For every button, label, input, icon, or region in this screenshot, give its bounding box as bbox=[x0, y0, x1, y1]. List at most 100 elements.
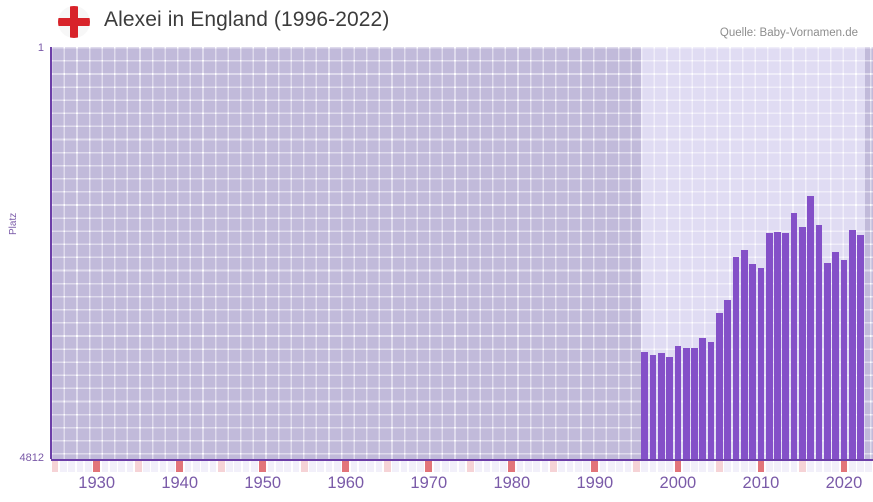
x-axis-tick-mark bbox=[242, 461, 250, 472]
x-axis-tick-mark bbox=[649, 461, 657, 472]
x-axis-tick-mark bbox=[599, 461, 607, 472]
x-axis-tick-label: 1940 bbox=[161, 474, 199, 492]
x-axis-tick-mark bbox=[375, 461, 383, 472]
chart-bar bbox=[699, 338, 707, 459]
x-axis-tick-mark bbox=[525, 461, 532, 472]
x-axis-tick-mark bbox=[425, 461, 433, 472]
x-axis-tick-mark bbox=[168, 461, 175, 472]
chart-bar bbox=[799, 226, 806, 459]
chart-bar bbox=[691, 348, 698, 459]
x-axis-tick-mark bbox=[765, 461, 773, 472]
x-axis-tick-mark bbox=[85, 461, 92, 472]
x-axis-tick-mark bbox=[458, 461, 466, 472]
chart-bar bbox=[782, 232, 790, 459]
x-axis-tick-mark bbox=[309, 461, 316, 472]
x-axis-tick-mark bbox=[101, 461, 109, 472]
x-axis-tick-mark bbox=[159, 461, 167, 472]
x-axis-tick-mark bbox=[392, 461, 399, 472]
x-axis-tick-strip bbox=[51, 461, 873, 472]
x-axis-tick-label: 2020 bbox=[825, 474, 863, 492]
x-axis-tick-mark bbox=[201, 461, 208, 472]
x-axis-tick-mark bbox=[300, 461, 308, 472]
y-axis-line bbox=[50, 47, 52, 459]
x-axis-tick-mark bbox=[865, 461, 873, 472]
x-axis-tick-mark bbox=[192, 461, 200, 472]
x-axis-line bbox=[51, 459, 873, 461]
x-axis-tick-label: 2000 bbox=[659, 474, 697, 492]
x-axis-tick-mark bbox=[442, 461, 449, 472]
x-axis-tick-mark bbox=[251, 461, 258, 472]
x-axis-tick-mark bbox=[118, 461, 125, 472]
chart-bar bbox=[765, 233, 773, 459]
x-axis-tick-mark bbox=[51, 461, 59, 472]
chart-bar bbox=[823, 262, 831, 459]
x-axis-tick-mark bbox=[450, 461, 458, 472]
x-axis-tick-mark bbox=[823, 461, 831, 472]
chart-bar bbox=[848, 229, 856, 459]
x-axis-tick-mark bbox=[724, 461, 732, 472]
x-axis-tick-mark bbox=[400, 461, 408, 472]
x-axis-tick-mark bbox=[633, 461, 640, 472]
chart-header: Alexei in England (1996-2022) Quelle: Ba… bbox=[0, 0, 873, 44]
x-axis-tick-mark bbox=[691, 461, 698, 472]
x-axis-tick-mark bbox=[317, 461, 325, 472]
x-axis-tick-mark bbox=[226, 461, 233, 472]
x-axis-tick-mark bbox=[549, 461, 557, 472]
x-axis-tick-mark bbox=[483, 461, 491, 472]
x-axis-tick-mark bbox=[491, 461, 499, 472]
x-axis-tick-mark bbox=[151, 461, 159, 472]
flag-cross-vertical bbox=[70, 6, 78, 38]
bars-layer bbox=[51, 47, 873, 459]
x-axis-tick-mark bbox=[682, 461, 690, 472]
x-axis-tick-mark bbox=[574, 461, 582, 472]
x-axis-tick-label: 2010 bbox=[742, 474, 780, 492]
chart-bar bbox=[641, 352, 648, 459]
chart-bar bbox=[740, 249, 748, 459]
x-axis-tick-mark bbox=[292, 461, 300, 472]
x-axis-tick-mark bbox=[533, 461, 541, 472]
y-axis-tick-top: 1 bbox=[37, 42, 44, 54]
chart-bar bbox=[649, 355, 657, 459]
chart-bar bbox=[682, 347, 690, 459]
x-axis-tick-mark bbox=[657, 461, 665, 472]
chart-bar bbox=[707, 342, 715, 459]
x-axis-tick-label: 1930 bbox=[78, 474, 116, 492]
x-axis-tick-label: 1980 bbox=[493, 474, 531, 492]
x-axis-tick-mark bbox=[674, 461, 682, 472]
x-axis-tick-mark bbox=[143, 461, 150, 472]
x-axis-tick-mark bbox=[417, 461, 424, 472]
plot-area bbox=[51, 47, 873, 459]
x-axis-tick-mark bbox=[176, 461, 184, 472]
x-axis-tick-mark bbox=[541, 461, 549, 472]
x-axis-tick-mark bbox=[109, 461, 117, 472]
x-axis-tick-mark bbox=[259, 461, 267, 472]
x-axis-tick-mark bbox=[367, 461, 374, 472]
x-axis-tick-label: 1960 bbox=[327, 474, 365, 492]
x-axis-tick-mark bbox=[616, 461, 624, 472]
x-axis-tick-mark bbox=[350, 461, 358, 472]
x-axis-tick-mark bbox=[234, 461, 242, 472]
x-axis-tick-mark bbox=[209, 461, 217, 472]
x-axis-tick-label: 1990 bbox=[576, 474, 614, 492]
chart-bar bbox=[749, 263, 756, 459]
x-axis-tick-mark bbox=[325, 461, 333, 472]
england-flag-icon bbox=[58, 6, 90, 38]
x-axis-tick-mark bbox=[217, 461, 225, 472]
page-title: Alexei in England (1996-2022) bbox=[104, 8, 390, 31]
x-axis-tick-mark bbox=[857, 461, 864, 472]
x-axis-tick-mark bbox=[334, 461, 341, 472]
x-axis-tick-mark bbox=[774, 461, 781, 472]
chart-bar bbox=[724, 300, 732, 459]
x-axis-tick-mark bbox=[666, 461, 673, 472]
x-axis-tick-label: 1970 bbox=[410, 474, 448, 492]
chart-bar bbox=[857, 234, 864, 459]
x-axis-tick-mark bbox=[740, 461, 748, 472]
chart-bar bbox=[732, 257, 740, 459]
x-axis-tick-mark bbox=[134, 461, 142, 472]
x-axis-tick-mark bbox=[93, 461, 100, 472]
x-axis-tick-mark bbox=[475, 461, 482, 472]
chart-bar bbox=[807, 196, 815, 459]
x-axis-tick-mark bbox=[342, 461, 350, 472]
x-axis-tick-mark bbox=[383, 461, 391, 472]
